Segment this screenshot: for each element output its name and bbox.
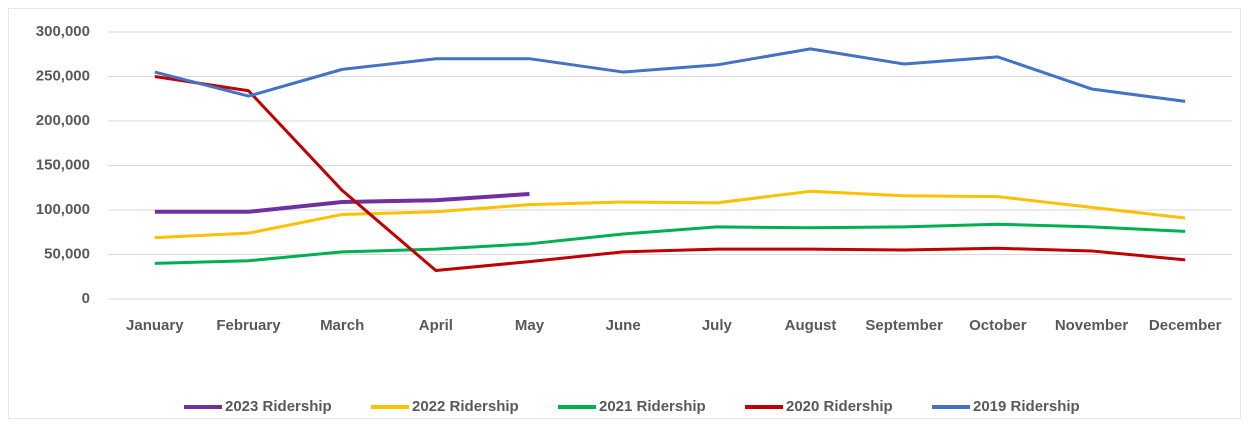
y-tick-label: 300,000 [36,23,90,40]
y-tick-label: 100,000 [36,201,90,218]
x-tick-label: August [785,317,837,334]
x-tick-label: January [126,317,184,334]
series-line [154,75,1186,273]
x-tick-label: July [702,317,733,334]
x-tick-label: September [865,317,943,334]
legend-label: 2022 Ridership [412,398,519,415]
series-line [154,191,530,214]
x-tick-label: October [969,317,1027,334]
y-tick-label: 0 [82,290,90,307]
legend-label: 2019 Ridership [973,398,1080,415]
x-tick-label: March [320,317,364,334]
series-line [154,189,1186,240]
x-tick-label: June [606,317,641,334]
x-tick-label: December [1149,317,1222,334]
y-tick-label: 250,000 [36,67,90,84]
x-tick-label: April [419,317,453,334]
y-tick-label: 50,000 [44,245,90,262]
x-tick-label: February [216,317,281,334]
legend-label: 2020 Ridership [786,398,893,415]
legend-label: 2021 Ridership [599,398,706,415]
series-line [154,222,1186,265]
x-tick-label: May [515,317,545,334]
y-tick-label: 200,000 [36,112,90,129]
x-tick-label: November [1055,317,1129,334]
legend-label: 2023 Ridership [225,398,332,415]
series-line [154,47,1186,103]
y-tick-label: 150,000 [36,156,90,173]
